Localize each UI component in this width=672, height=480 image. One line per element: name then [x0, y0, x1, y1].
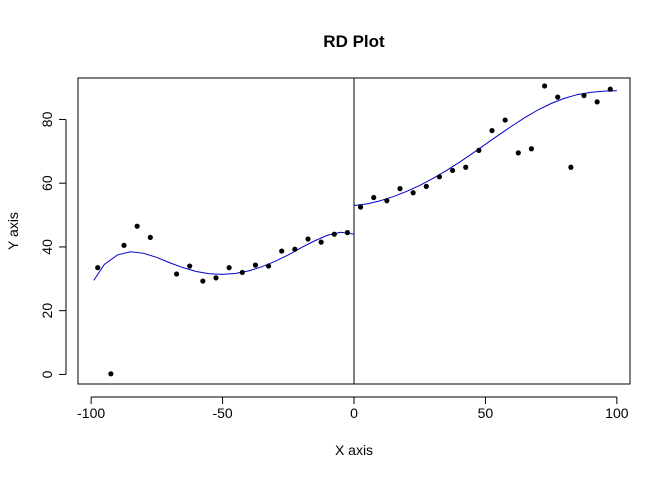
data-point: [502, 117, 508, 123]
data-point: [384, 198, 390, 204]
data-point: [581, 92, 587, 99]
data-points: [95, 83, 613, 377]
y-axis: 0 20 40 60 80: [39, 111, 67, 378]
data-point: [173, 271, 180, 277]
data-point: [213, 275, 219, 281]
data-point: [449, 167, 456, 174]
data-point: [200, 278, 206, 284]
y-tick-label: 80: [39, 111, 55, 127]
x-tick-label: 50: [478, 405, 494, 421]
x-tick-label: 0: [350, 405, 358, 421]
data-point: [371, 194, 377, 201]
data-point: [410, 190, 416, 196]
data-point: [568, 164, 574, 170]
data-point: [187, 263, 193, 269]
fit-line-left: [93, 231, 355, 281]
x-axis: -100 -50 0 50 100: [77, 396, 629, 421]
data-point: [95, 265, 101, 271]
data-point: [265, 263, 272, 269]
data-point: [397, 186, 403, 192]
x-tick-label: -100: [77, 405, 105, 421]
data-point: [541, 83, 548, 89]
data-point: [607, 86, 613, 92]
data-point: [147, 234, 153, 240]
x-axis-label: X axis: [335, 442, 373, 458]
x-tick-label: -50: [212, 405, 232, 421]
data-point: [436, 174, 443, 180]
data-point: [305, 236, 311, 242]
data-point: [226, 265, 232, 271]
y-tick-label: 40: [39, 239, 55, 255]
data-point: [423, 183, 429, 189]
data-point: [463, 164, 469, 170]
data-point: [292, 246, 298, 252]
y-tick-label: 60: [39, 175, 55, 191]
data-point: [515, 150, 521, 156]
data-point: [528, 146, 535, 152]
fit-line-right: [353, 90, 617, 206]
data-point: [489, 127, 495, 134]
data-point: [331, 231, 337, 237]
data-point: [594, 99, 600, 105]
data-point: [108, 371, 114, 377]
x-tick-label: 100: [605, 405, 629, 421]
data-point: [239, 269, 245, 276]
chart-title: RD Plot: [323, 32, 385, 51]
y-axis-label: Y axis: [5, 212, 21, 250]
data-point: [252, 262, 259, 268]
y-tick-label: 0: [39, 370, 55, 378]
data-point: [476, 147, 482, 153]
data-point: [134, 223, 140, 229]
fit-lines: [93, 90, 617, 281]
data-point: [121, 242, 127, 248]
data-point: [344, 229, 351, 236]
data-point: [555, 94, 561, 100]
data-point: [279, 248, 285, 254]
data-point: [318, 239, 324, 245]
y-tick-label: 20: [39, 303, 55, 319]
data-point: [357, 204, 364, 210]
